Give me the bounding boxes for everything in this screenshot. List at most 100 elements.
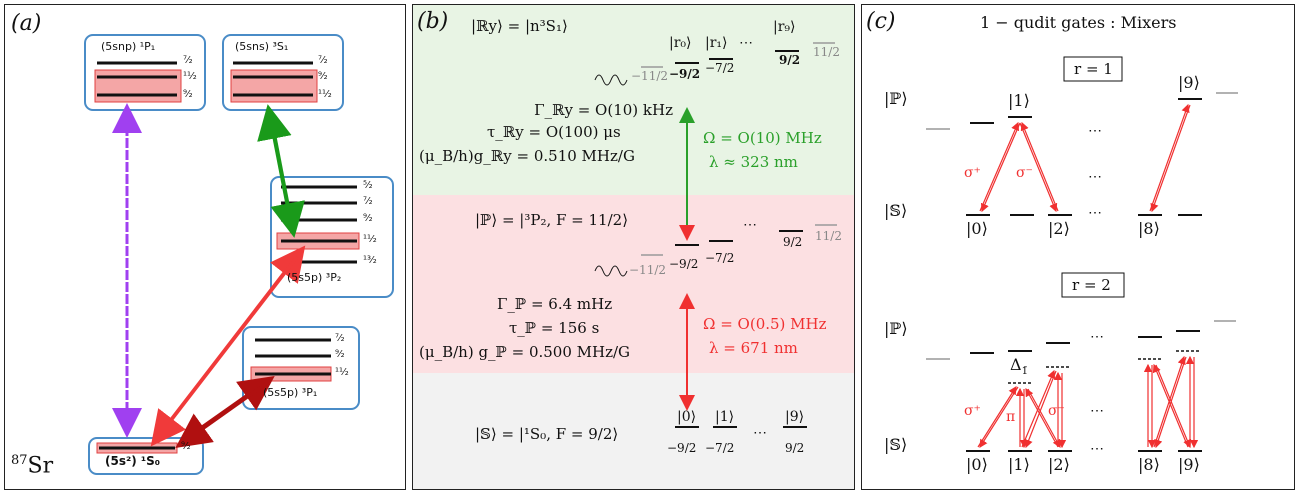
r2-dots-mid: ⋯ (1090, 403, 1104, 419)
r1-dots-mid: ⋯ (1088, 169, 1102, 185)
r1-dots-top: ⋯ (1088, 123, 1102, 139)
p-mf-3: 9/2 (783, 235, 803, 249)
p1-level-2: ¹¹⁄₂ (335, 367, 349, 378)
r1-S-label: |𝕊⟩ (884, 201, 908, 220)
s-state: |𝕊⟩ = |¹S₀, F = 9/2⟩ (475, 425, 619, 443)
r2-label: r = 2 (1072, 276, 1111, 294)
ry-ket-0: |r₀⟩ (669, 35, 692, 51)
ry-mf-0: −11/2 (631, 69, 669, 83)
r1-s-ket-0: |0⟩ (966, 219, 988, 238)
ry-mf-3: 9/2 (779, 53, 801, 67)
p-lambda: λ = 671 nm (709, 339, 798, 357)
p2-level-2: ⁹⁄₂ (363, 213, 373, 224)
p2-level-1: ⁷⁄₂ (363, 196, 373, 207)
p-mf-2: −7/2 (705, 251, 735, 265)
s-ket-9: |9⟩ (785, 409, 805, 425)
r2-delta-sub: 1̄ (1021, 366, 1028, 378)
r1-sigma-plus: σ⁺ (964, 165, 981, 181)
snp-level-0: ⁷⁄₂ (183, 55, 193, 66)
snp-label: (5snp) ¹P₁ (101, 40, 156, 53)
ry-mf-4: 11/2 (813, 45, 840, 59)
sns-level-2: ¹¹⁄₂ (318, 89, 332, 100)
panel-b-diagram (594, 42, 837, 428)
isotope-mass: 87 (11, 453, 28, 468)
p2-level-0: ⁵⁄₂ (363, 180, 373, 191)
r2-dots-top: ⋯ (1090, 329, 1104, 345)
p1-level-0: ⁷⁄₂ (335, 333, 345, 344)
s-ket-0: |0⟩ (677, 409, 697, 425)
p1-level-1: ⁹⁄₂ (335, 349, 345, 360)
s-mf-2: 9/2 (785, 441, 805, 455)
r2-delta: Δ1̄ (1010, 355, 1028, 378)
p-dots: ⋯ (743, 217, 757, 233)
snp-level-1: ¹¹⁄₂ (183, 71, 197, 82)
ry-tau: τ_ℝy = O(100) μs (487, 123, 621, 141)
ry-dots: ⋯ (739, 35, 753, 51)
ry-mf-1: −9/2 (669, 67, 701, 81)
p-gamma: Γ_ℙ = 6.4 mHz (497, 295, 613, 313)
sns-highlight (230, 69, 318, 103)
r1-ket-1: |1⟩ (1008, 91, 1030, 110)
p2-level-4: ¹³⁄₂ (363, 255, 377, 266)
r2-dots-bottom: ⋯ (1090, 441, 1104, 457)
p-omega: Ω = O(0.5) MHz (703, 315, 827, 333)
ry-omega: Ω = O(10) MHz (703, 129, 822, 147)
ry-gamma: Γ_ℝy = O(10) kHz (534, 101, 673, 119)
r1-label: r = 1 (1074, 60, 1113, 78)
panel-c: (c) 1 − qudit gates : Mixers (861, 4, 1295, 490)
r1-dots-bottom: ⋯ (1088, 205, 1102, 221)
isotope-symbol: Sr (27, 453, 54, 479)
s-dots: ⋯ (753, 425, 767, 441)
r1-s-ket-2: |2⟩ (1048, 219, 1070, 238)
r2-P-label: |ℙ⟩ (884, 319, 908, 338)
p-mf-0: −11/2 (629, 263, 667, 277)
p2-level-3: ¹¹⁄₂ (363, 234, 377, 245)
r2-sigma-minus: σ⁻ (1048, 403, 1065, 419)
r1-sigma-minus: σ⁻ (1016, 165, 1033, 181)
r2-sigma-plus: σ⁺ (964, 403, 981, 419)
r2-s-ket-0: |0⟩ (966, 455, 988, 474)
panel-b-label: (b) (417, 9, 449, 34)
red-transition-down (150, 255, 299, 447)
r2-s-ket-9: |9⟩ (1178, 455, 1200, 474)
r2-pi: π (1006, 409, 1016, 425)
isotope-label: 87Sr (11, 453, 53, 478)
p-tau: τ_ℙ = 156 s (509, 319, 600, 337)
ry-ket-9: |r₉⟩ (773, 19, 796, 35)
r1-ket-9: |9⟩ (1178, 73, 1200, 92)
p-state: |ℙ⟩ = |³P₂, F = 11/2⟩ (475, 211, 629, 229)
s-ket-1: |1⟩ (715, 409, 735, 425)
snp-level-2: ⁹⁄₂ (183, 89, 193, 100)
green-transition-down (269, 116, 305, 238)
r1-P-label: |ℙ⟩ (884, 89, 908, 108)
p2-label: (5s5p) ³P₂ (287, 271, 342, 284)
panel-c-label: (c) (866, 9, 896, 34)
r2-s-ket-2: |2⟩ (1048, 455, 1070, 474)
panel-a: (a) (4, 4, 406, 490)
ry-state: |ℝy⟩ = |n³S₁⟩ (471, 17, 568, 35)
s0-level: ⁹⁄₂ (181, 441, 191, 452)
rydberg-zone (413, 5, 854, 195)
p-mf-1: −9/2 (669, 257, 699, 271)
sns-level-1: ⁹⁄₂ (318, 71, 328, 82)
p-mf-4: 11/2 (815, 229, 842, 243)
ry-mf-2: −7/2 (705, 61, 735, 75)
s0-label: (5s²) ¹S₀ (105, 454, 161, 468)
ry-ket-1: |r₁⟩ (705, 35, 728, 51)
panel-c-diagram (926, 56, 1238, 452)
darkred-transition-down (175, 381, 269, 449)
sns-level-0: ⁷⁄₂ (318, 55, 328, 66)
p-g: (μ_B/h) g_ℙ = 0.500 MHz/G (419, 343, 631, 361)
snp-highlight (94, 69, 182, 103)
r1-box (1063, 56, 1123, 82)
panel-c-title: 1 − qudit gates : Mixers (980, 13, 1177, 32)
s-zone (413, 373, 854, 489)
s-mf-0: −9/2 (667, 441, 697, 455)
panel-b: (b) |ℝy⟩ = |n³S₁⟩ |r₀⟩ |r₁⟩ ⋯ |r₉⟩ − (412, 4, 855, 490)
panel-a-diagram (84, 34, 394, 475)
sns-label: (5sns) ³S₁ (235, 40, 289, 53)
r2-s-ket-1: |1⟩ (1008, 455, 1030, 474)
r2-s-ket-8: |8⟩ (1138, 455, 1160, 474)
panel-a-label: (a) (11, 11, 42, 36)
p1-label: (5s5p) ³P₁ (263, 386, 318, 399)
